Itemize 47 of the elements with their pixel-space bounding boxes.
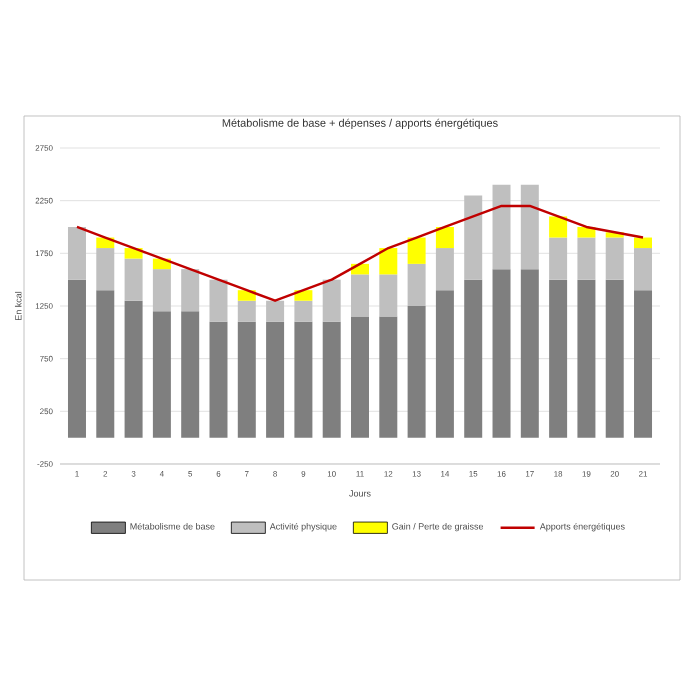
bar	[407, 237, 426, 264]
bar	[520, 184, 539, 270]
bar	[435, 248, 454, 291]
bar	[181, 269, 200, 312]
bar	[181, 311, 200, 438]
bar	[294, 300, 313, 322]
bar	[96, 290, 115, 438]
bar	[605, 237, 624, 280]
bar	[435, 290, 454, 438]
bar	[464, 195, 483, 280]
bar	[67, 279, 86, 438]
bar	[379, 274, 398, 317]
bar	[492, 269, 511, 438]
bar	[492, 184, 511, 270]
bar	[322, 321, 341, 438]
bar	[124, 258, 143, 301]
bar	[577, 279, 596, 438]
bar	[266, 300, 285, 322]
bar	[237, 321, 256, 438]
bar	[520, 269, 539, 438]
bar	[464, 279, 483, 438]
bar	[549, 237, 568, 280]
bar	[577, 237, 596, 280]
bar	[379, 316, 398, 438]
bar	[152, 269, 171, 312]
bar	[266, 321, 285, 438]
bar	[549, 279, 568, 438]
bar	[152, 311, 171, 438]
bar	[322, 279, 341, 322]
bar	[605, 279, 624, 438]
bar	[549, 216, 568, 238]
bar	[209, 321, 228, 438]
bar	[67, 226, 86, 280]
bar	[209, 279, 228, 322]
bar	[634, 290, 653, 438]
bar	[407, 263, 426, 306]
bar	[379, 248, 398, 275]
bar	[634, 248, 653, 291]
bar	[634, 237, 653, 249]
bar	[407, 306, 426, 438]
bar	[237, 300, 256, 322]
bar	[124, 300, 143, 438]
bar	[294, 321, 313, 438]
bar	[96, 248, 115, 291]
bar	[351, 274, 369, 317]
bar	[435, 226, 454, 249]
bar	[351, 316, 369, 438]
